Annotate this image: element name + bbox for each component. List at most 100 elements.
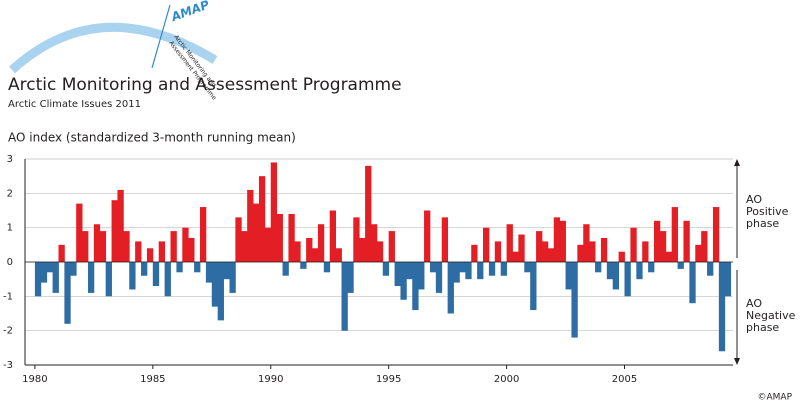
area-segment xyxy=(400,262,407,300)
area-segment xyxy=(712,207,720,262)
area-segment xyxy=(494,241,502,262)
area-segment xyxy=(424,210,431,262)
x-tick-label: 2000 xyxy=(494,374,519,385)
area-segment xyxy=(642,241,649,262)
area-segment xyxy=(241,231,248,262)
logo-line xyxy=(151,4,171,69)
page-subtitle: Arctic Climate Issues 2011 xyxy=(8,99,141,110)
area-segment xyxy=(82,231,89,262)
area-segment xyxy=(199,207,207,262)
area-segment xyxy=(595,262,602,273)
area-segment xyxy=(211,262,219,307)
area-segment xyxy=(347,262,354,293)
area-segment xyxy=(58,244,65,262)
area-segment xyxy=(288,213,295,262)
area-segment xyxy=(630,227,637,262)
area-segment xyxy=(724,262,732,297)
area-segment xyxy=(600,237,608,262)
area-segment xyxy=(465,262,472,280)
area-segment xyxy=(294,241,301,262)
area-segment xyxy=(223,262,230,280)
y-tick-label: 1 xyxy=(7,223,13,234)
area-segment xyxy=(111,200,118,262)
area-segment xyxy=(536,231,543,262)
area-segment xyxy=(406,262,413,280)
area-segment xyxy=(99,231,107,262)
annotation: phase xyxy=(746,217,779,230)
area-segment xyxy=(64,262,71,324)
area-segment xyxy=(483,227,490,262)
area-segment xyxy=(146,248,154,262)
arrow-head xyxy=(734,358,740,365)
area-segment xyxy=(500,262,507,276)
y-tick-label: 0 xyxy=(7,257,13,268)
area-segment xyxy=(76,203,83,262)
annotation: AO xyxy=(746,193,762,206)
area-segment xyxy=(105,262,112,297)
area-segment xyxy=(93,224,101,262)
area-segment xyxy=(359,237,366,262)
area-segment xyxy=(447,262,454,314)
x-tick-label: 1980 xyxy=(22,374,47,385)
annotation: phase xyxy=(746,321,779,334)
area-segment xyxy=(329,210,337,262)
area-segment xyxy=(158,241,166,262)
area-segment xyxy=(141,262,148,276)
area-segment xyxy=(34,262,42,297)
chart-title: AO index (standardized 3-month running m… xyxy=(8,131,296,145)
area-segment xyxy=(689,262,696,304)
x-tick-label: 1995 xyxy=(376,374,401,385)
logo-name: AMAP xyxy=(168,0,211,24)
area-segment xyxy=(258,176,266,262)
area-segment xyxy=(683,220,690,262)
area-segment xyxy=(553,217,561,262)
page-title: Arctic Monitoring and Assessment Program… xyxy=(8,75,402,95)
area-segment xyxy=(524,262,531,273)
area-segment xyxy=(170,231,177,262)
area-segment xyxy=(188,237,195,262)
area-segment xyxy=(370,224,378,262)
area-segment xyxy=(176,262,183,273)
area-segment xyxy=(365,165,372,262)
area-segment xyxy=(70,262,77,276)
area-segment xyxy=(618,251,625,262)
area-segment xyxy=(695,244,702,262)
area-segment xyxy=(194,262,201,273)
area-segment xyxy=(565,262,572,290)
area-segment xyxy=(435,262,443,293)
area-segment xyxy=(270,162,278,262)
area-segment xyxy=(653,220,661,262)
y-tick-label: 3 xyxy=(7,154,13,165)
area-segment xyxy=(530,262,537,311)
area-segment xyxy=(677,262,684,269)
y-tick-label: -2 xyxy=(3,326,13,337)
area-segment xyxy=(164,262,171,297)
area-segment xyxy=(624,262,631,297)
area-segment xyxy=(117,189,124,262)
area-segment xyxy=(46,262,53,273)
area-segment xyxy=(583,224,590,262)
area-segment xyxy=(335,248,342,262)
area-segment xyxy=(429,262,437,273)
area-segment xyxy=(152,262,160,287)
area-segment xyxy=(577,244,584,262)
phase-arrows xyxy=(734,159,740,365)
area-segment xyxy=(52,262,59,293)
area-segment xyxy=(571,262,578,338)
area-segment xyxy=(235,217,242,262)
x-tick-label: 1985 xyxy=(140,374,165,385)
area-segment xyxy=(648,262,655,273)
area-segment xyxy=(40,262,48,283)
area-segment xyxy=(718,262,726,352)
area-segment xyxy=(123,231,130,262)
area-segment xyxy=(412,262,419,311)
area-segment xyxy=(388,231,395,262)
area-segment xyxy=(182,227,189,262)
area-segment xyxy=(589,241,596,262)
y-tick-label: -3 xyxy=(3,360,13,371)
area-segment xyxy=(253,203,260,262)
y-tick-label: 2 xyxy=(7,188,13,199)
area-segment xyxy=(376,241,384,262)
area-segment xyxy=(506,224,513,262)
y-tick-label: -1 xyxy=(3,291,13,302)
